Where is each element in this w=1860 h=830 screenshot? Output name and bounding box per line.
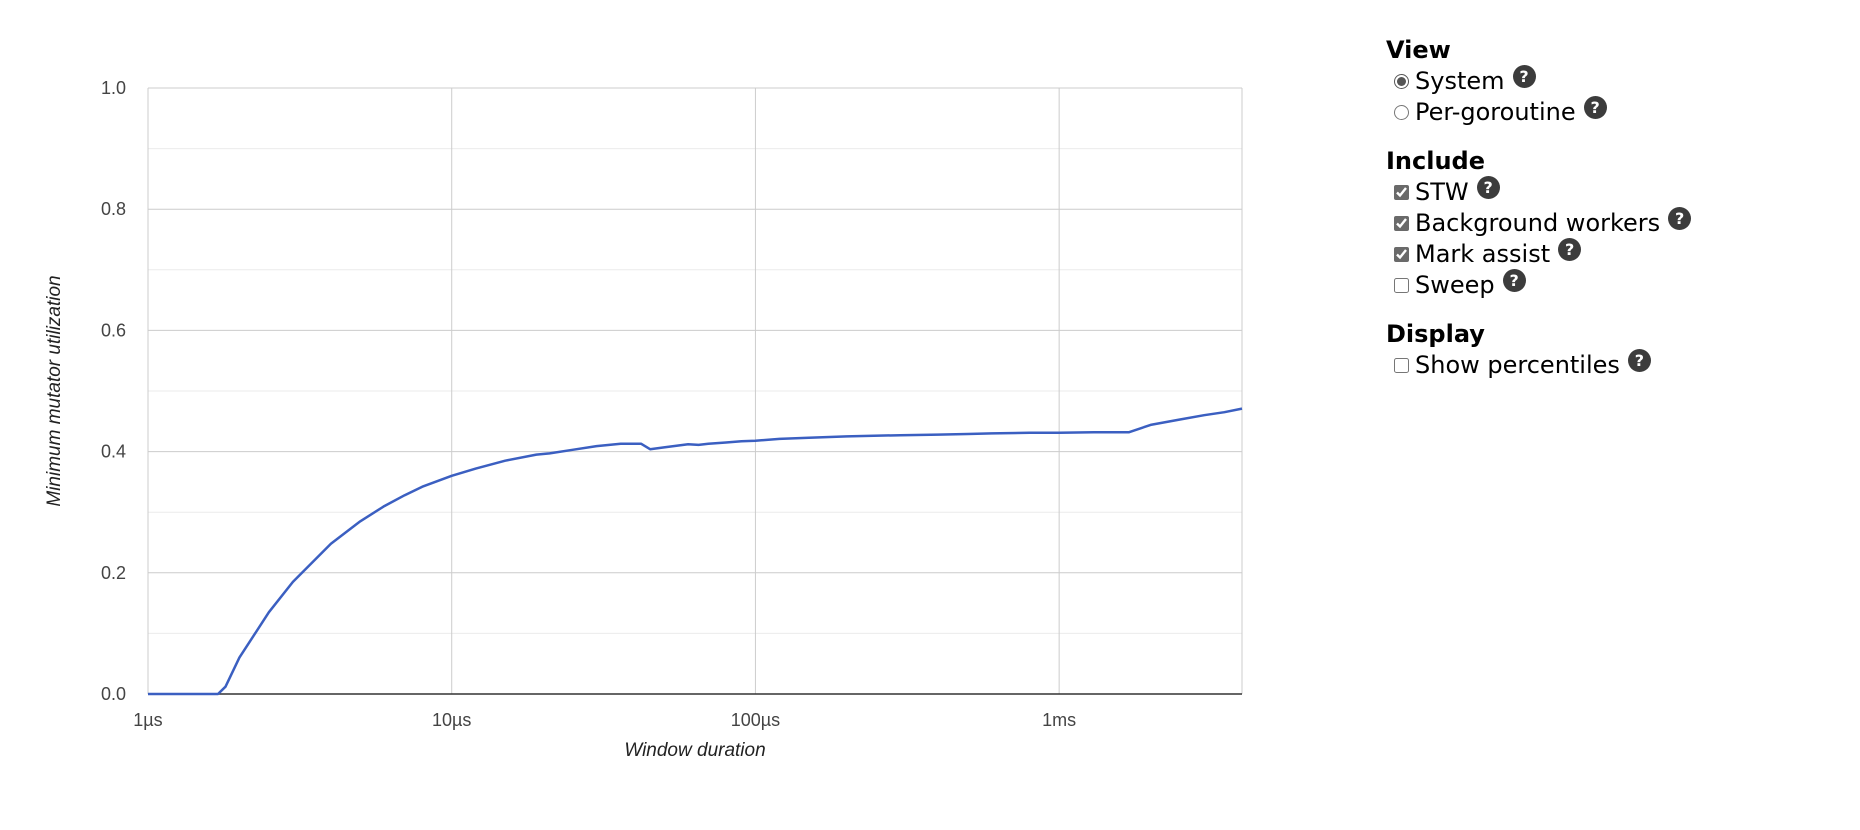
y-axis-title: Minimum mutator utilization <box>44 275 65 506</box>
sweep-label: Sweep <box>1415 271 1495 299</box>
help-icon[interactable]: ? <box>1627 349 1651 372</box>
sweep-checkbox[interactable] <box>1394 278 1409 293</box>
system-radio[interactable] <box>1394 74 1409 89</box>
include-option-background-workers[interactable]: Background workers ? <box>1386 207 1826 239</box>
display-section: Display Show percentiles ? <box>1386 319 1826 381</box>
mmu-chart-svg: 0.0 0.2 0.4 0.6 0.8 1.0 1µs 10µs 100µs 1ms Window … <box>44 78 1243 761</box>
display-option-show-percentiles[interactable]: Show percentiles ? <box>1386 349 1826 381</box>
x-tick-label: 100µs <box>731 710 780 730</box>
view-option-system[interactable]: System ? <box>1386 65 1826 97</box>
mmu-chart: 0.0 0.2 0.4 0.6 0.8 1.0 1µs 10µs 100µs 1ms Window … <box>44 78 1243 761</box>
help-icon[interactable]: ? <box>1512 65 1536 88</box>
include-option-mark-assist[interactable]: Mark assist ? <box>1386 238 1826 270</box>
system-label: System <box>1415 67 1505 95</box>
help-icon[interactable]: ? <box>1502 269 1526 292</box>
x-axis-title: Window duration <box>624 740 765 761</box>
per-goroutine-label: Per-goroutine <box>1415 98 1576 126</box>
mark-assist-label: Mark assist <box>1415 240 1551 268</box>
include-option-stw[interactable]: STW ? <box>1386 176 1826 208</box>
display-title: Display <box>1386 320 1485 348</box>
controls-panel: View System ? Per-goroutine ? Include ST… <box>1386 35 1826 399</box>
y-tick-label: 0.6 <box>101 320 126 340</box>
show-percentiles-checkbox[interactable] <box>1394 358 1409 373</box>
x-tick-label: 1ms <box>1042 710 1076 730</box>
help-icon[interactable]: ? <box>1668 207 1692 230</box>
include-section: Include STW ? Background workers ? Mark … <box>1386 146 1826 301</box>
stw-label: STW <box>1415 178 1469 206</box>
view-title: View <box>1386 36 1451 64</box>
mark-assist-checkbox[interactable] <box>1394 247 1409 262</box>
per-goroutine-radio[interactable] <box>1394 105 1409 120</box>
view-section: View System ? Per-goroutine ? <box>1386 35 1826 128</box>
y-tick-label: 0.0 <box>101 684 126 704</box>
include-title: Include <box>1386 147 1486 175</box>
mmu-series-line <box>148 407 1243 696</box>
help-icon[interactable]: ? <box>1476 176 1500 199</box>
help-icon[interactable]: ? <box>1558 238 1582 261</box>
include-option-sweep[interactable]: Sweep ? <box>1386 269 1826 301</box>
x-tick-label: 10µs <box>432 710 471 730</box>
show-percentiles-label: Show percentiles <box>1415 351 1620 379</box>
y-tick-label: 1.0 <box>101 78 126 98</box>
help-icon[interactable]: ? <box>1583 96 1607 119</box>
background-workers-checkbox[interactable] <box>1394 216 1409 231</box>
y-tick-label: 0.4 <box>101 442 126 462</box>
view-option-per-goroutine[interactable]: Per-goroutine ? <box>1386 96 1826 128</box>
background-workers-label: Background workers <box>1415 209 1661 237</box>
x-tick-label: 1µs <box>133 710 162 730</box>
stw-checkbox[interactable] <box>1394 185 1409 200</box>
y-tick-label: 0.8 <box>101 199 126 219</box>
y-tick-label: 0.2 <box>101 563 126 583</box>
